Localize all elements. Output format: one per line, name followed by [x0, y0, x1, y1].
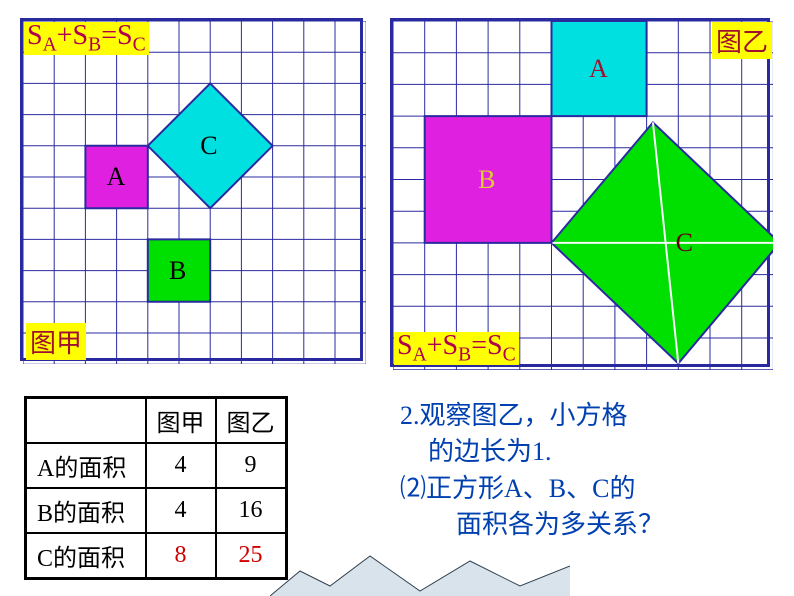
row-label: A的面积 [26, 443, 146, 488]
figure-left-label: 图甲 [26, 323, 86, 360]
figure-right-panel: A B C [390, 18, 770, 367]
square-label-c: C [676, 228, 693, 258]
formula-right: SA+SB=SC [394, 332, 519, 365]
table-row: C的面积 8 25 [26, 533, 287, 579]
question-line: 2.观察图乙，小方格 [400, 398, 780, 434]
decorative-mountains-icon [270, 546, 570, 596]
cell: 9 [216, 443, 287, 488]
table-row: A的面积 4 9 [26, 443, 287, 488]
figure-right-label: 图乙 [712, 22, 772, 59]
cell: 8 [146, 533, 216, 579]
row-label: C的面积 [26, 533, 146, 579]
question-line: 面积各为多关系？ [456, 507, 780, 543]
question-line: ⑵正方形A、B、C的 [400, 471, 780, 507]
area-table: 图甲 图乙 A的面积 4 9 B的面积 4 16 C的面积 8 25 [24, 396, 288, 580]
square-label-c: C [200, 131, 217, 161]
cell: 16 [216, 488, 287, 533]
row-label: B的面积 [26, 488, 146, 533]
table-header-tu-yi: 图乙 [216, 398, 287, 444]
square-label-b: B [478, 165, 495, 195]
square-label-a: A [589, 54, 608, 84]
question-text: 2.观察图乙，小方格 的边长为1. ⑵正方形A、B、C的 面积各为多关系？ [400, 398, 780, 544]
cell: 4 [146, 443, 216, 488]
square-label-a: A [107, 162, 126, 192]
figure-left-panel: A B C [20, 18, 363, 361]
question-line: 的边长为1. [428, 434, 780, 470]
cell: 4 [146, 488, 216, 533]
table-header-tu-jia: 图甲 [146, 398, 216, 444]
table-row: B的面积 4 16 [26, 488, 287, 533]
square-label-b: B [169, 256, 186, 286]
formula-left: SA+SB=SC [24, 22, 149, 55]
table-header-blank [26, 398, 146, 444]
